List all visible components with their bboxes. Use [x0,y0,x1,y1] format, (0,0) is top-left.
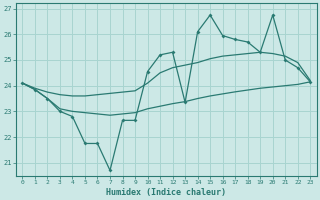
X-axis label: Humidex (Indice chaleur): Humidex (Indice chaleur) [106,188,226,197]
